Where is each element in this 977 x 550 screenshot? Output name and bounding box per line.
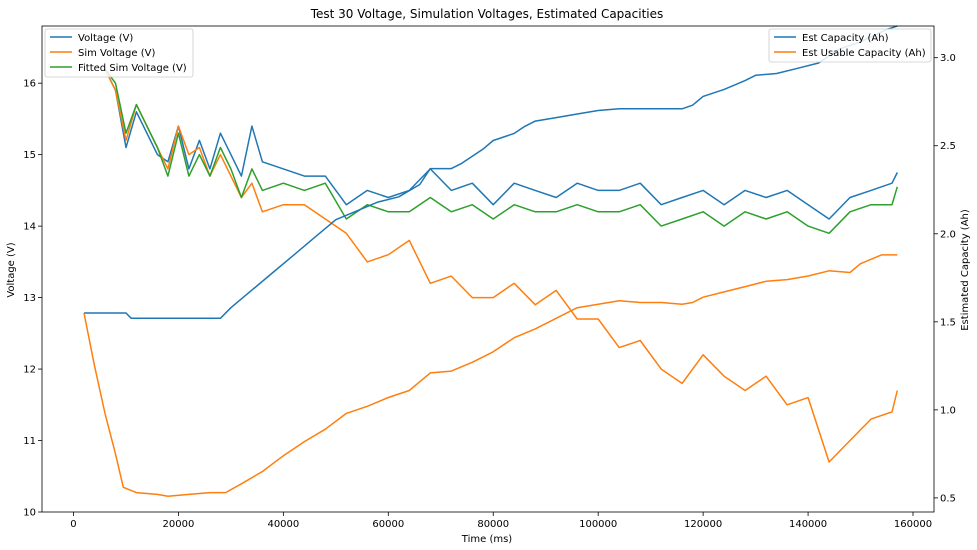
chart-title: Test 30 Voltage, Simulation Voltages, Es… [310, 7, 664, 21]
series-line-sim-voltage-v [104, 68, 899, 463]
plot-frame [41, 25, 935, 513]
legend-sim-voltage: Sim Voltage (V) [78, 48, 155, 59]
x-tick-label: 20000 [163, 519, 195, 530]
y-axis-label-left: Voltage (V) [6, 242, 17, 297]
y-right-tick-label: 3.0 [940, 53, 956, 64]
legend-right-box [768, 28, 932, 63]
y-axis-label-right: Estimated Capacity (Ah) [960, 209, 971, 331]
y-left-tick-label: 13 [23, 293, 36, 304]
x-tick-label: 40000 [267, 519, 299, 530]
y-left-tick-label: 11 [23, 436, 36, 447]
legend-left-box [44, 28, 194, 78]
y-right-tick-label: 0.5 [940, 493, 956, 504]
y-left-tick-label: 15 [23, 150, 36, 161]
x-tick-label: 140000 [789, 519, 827, 530]
axis-ticks: 0 20000 40000 60000 80000 100000 120000 140000 1… [23, 53, 956, 530]
y-right-tick-label: 1.5 [940, 317, 956, 328]
x-tick-label: 0 [70, 519, 76, 530]
series-line-fitted-sim-voltage-v [104, 68, 899, 235]
y-left-tick-label: 10 [23, 508, 36, 519]
legend-right: Est Capacity (Ah) Est Usable Capacity (A… [768, 28, 932, 63]
legend-left: Voltage (V) Sim Voltage (V) Fitted Sim V… [44, 28, 194, 78]
y-left-tick-label: 16 [23, 79, 36, 90]
legend-voltage: Voltage (V) [78, 33, 133, 44]
y-left-tick-label: 14 [23, 222, 36, 233]
x-tick-label: 60000 [372, 519, 404, 530]
legend-fitted-sim-voltage: Fitted Sim Voltage (V) [78, 63, 187, 74]
y-right-tick-label: 1.0 [940, 405, 956, 416]
legend-est-usable-capacity: Est Usable Capacity (Ah) [802, 48, 926, 59]
legend-est-capacity: Est Capacity (Ah) [802, 33, 889, 44]
x-tick-label: 120000 [684, 519, 722, 530]
plot-lines [83, 25, 899, 497]
y-right-tick-label: 2.5 [940, 141, 956, 152]
series-line-voltage-v [104, 68, 898, 220]
series-line-est-usable-capacity-ah [83, 254, 898, 497]
x-axis-label: Time (ms) [461, 534, 513, 545]
y-right-tick-label: 2.0 [940, 229, 956, 240]
x-tick-label: 100000 [579, 519, 617, 530]
y-left-tick-label: 12 [23, 365, 36, 376]
series-line-est-capacity-ah [84, 25, 898, 320]
x-tick-label: 160000 [894, 519, 932, 530]
x-tick-label: 80000 [477, 519, 509, 530]
